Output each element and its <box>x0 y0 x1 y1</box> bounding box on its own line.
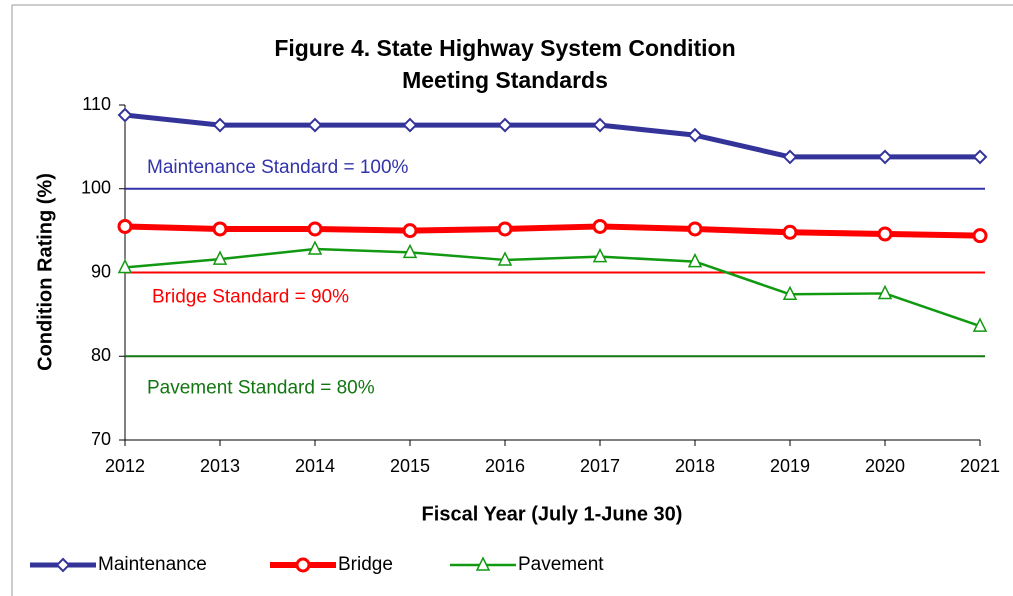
data-point <box>687 127 703 143</box>
x-tick-label: 2017 <box>580 456 620 476</box>
data-point <box>117 218 133 234</box>
data-point <box>687 252 703 268</box>
x-tick-label: 2018 <box>675 456 715 476</box>
x-tick-label: 2015 <box>390 456 430 476</box>
y-tick-label: 110 <box>82 94 111 114</box>
data-point <box>782 285 798 301</box>
chart-title: Figure 4. State Highway System Condition <box>274 35 735 61</box>
data-point <box>212 221 228 237</box>
legend-label: Maintenance <box>98 554 207 575</box>
data-point <box>592 117 608 133</box>
y-tick-label: 90 <box>91 261 111 281</box>
data-point <box>212 250 228 265</box>
data-point <box>402 223 418 239</box>
data-point <box>402 117 418 133</box>
data-point <box>402 243 418 259</box>
reference-label: Maintenance Standard = 100% <box>147 157 409 178</box>
data-point <box>497 117 513 133</box>
reference-label: Pavement Standard = 80% <box>147 377 375 398</box>
series-line <box>124 247 981 328</box>
data-point <box>782 224 798 240</box>
data-point <box>307 117 323 133</box>
x-tick-label: 2016 <box>485 456 525 476</box>
x-tick-label: 2019 <box>770 456 810 476</box>
data-point <box>877 149 893 165</box>
legend-marker <box>475 556 491 571</box>
x-tick-label: 2013 <box>200 456 240 476</box>
data-point <box>497 251 513 266</box>
data-point <box>117 107 133 123</box>
data-point <box>972 317 988 332</box>
data-point <box>877 226 893 242</box>
chart-subtitle: Meeting Standards <box>402 67 608 93</box>
y-axis-title: Condition Rating (%) <box>34 173 56 371</box>
y-tick-label: 70 <box>91 429 111 449</box>
data-point <box>972 228 988 244</box>
data-point <box>592 247 608 263</box>
x-axis-title: Fiscal Year (July 1-June 30) <box>422 503 683 525</box>
legend-label: Bridge <box>338 554 393 575</box>
data-point <box>782 149 798 165</box>
series-line <box>124 112 980 160</box>
reference-label: Bridge Standard = 90% <box>152 287 349 308</box>
x-tick-label: 2012 <box>105 456 145 476</box>
data-point <box>972 149 988 165</box>
legend-marker <box>55 557 71 573</box>
data-point <box>592 218 608 234</box>
series-line <box>124 223 981 239</box>
legend-label: Pavement <box>518 554 604 575</box>
data-point <box>877 284 893 300</box>
data-point <box>497 221 513 237</box>
x-tick-label: 2014 <box>295 456 335 476</box>
x-tick-label: 2021 <box>960 456 1000 476</box>
data-point <box>307 221 323 237</box>
y-tick-label: 80 <box>91 345 111 365</box>
data-point <box>212 117 228 133</box>
legend-marker <box>295 557 311 573</box>
data-point <box>687 221 703 237</box>
x-tick-label: 2020 <box>865 456 905 476</box>
data-point <box>117 258 133 274</box>
data-point <box>307 240 323 255</box>
y-tick-label: 100 <box>81 178 111 198</box>
